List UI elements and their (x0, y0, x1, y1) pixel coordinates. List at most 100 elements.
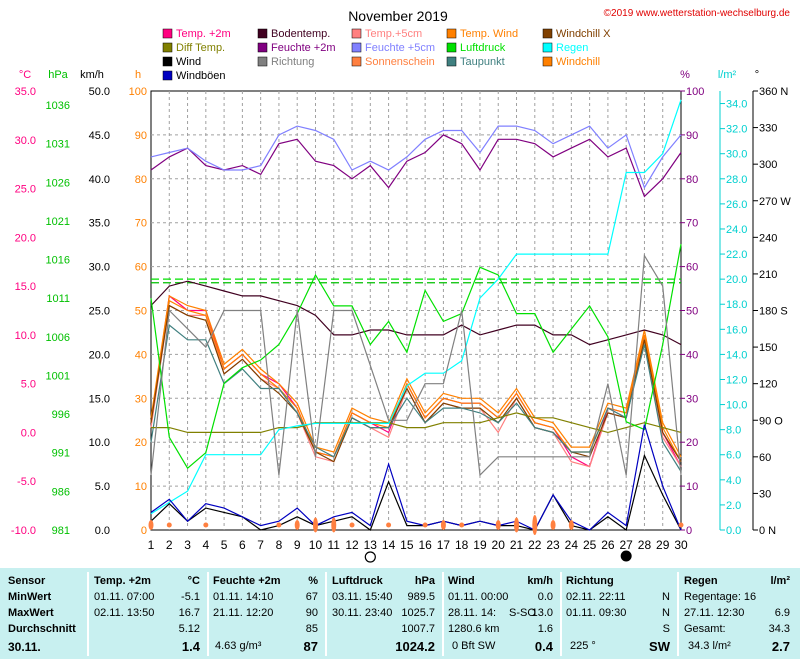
humidity-absolute: 4.63 g/m³ (215, 640, 262, 652)
direction-deg-tick: 210 (759, 269, 777, 281)
direction-current: SW (649, 639, 670, 654)
direction-deg-tick: 240 (759, 232, 777, 244)
rain-lm2-tick: 20.0 (726, 274, 747, 286)
rain-lm2-tick: 12.0 (726, 374, 747, 386)
wind-max-direction: S-SO (509, 607, 536, 619)
temp-c-tick: 15.0 (15, 281, 36, 293)
rain-lm2-tick: 10.0 (726, 400, 747, 412)
direction-deg-tick: 300 (759, 159, 777, 171)
sun-h-tick: 70 (135, 218, 147, 230)
rain-lm2-tick: 0.0 (726, 525, 741, 537)
humidity-pct-tick: 70 (686, 218, 698, 230)
humidity-pct-tick: 40 (686, 349, 698, 361)
legend-label-windb-en: Windböen (176, 70, 226, 82)
row-label-max: MaxWert (8, 607, 54, 619)
series-bodentemp (150, 280, 682, 346)
sunshine-bar (459, 522, 465, 528)
rain-lm2-tick: 4.0 (726, 475, 741, 487)
row-label-avg: Durchschnitt (8, 623, 76, 635)
x-tick-label: 11 (328, 538, 341, 552)
pressure-unit: hPa (414, 575, 435, 587)
legend-label-bodentemp: Bodentemp. (271, 28, 330, 40)
rain-current: 2.7 (771, 639, 790, 654)
row-label-min: MinWert (8, 591, 52, 603)
series-regen (150, 99, 682, 515)
direction-deg-tick: 270 W (759, 196, 791, 208)
direction-max-time: 01.11. 09:30 (566, 607, 627, 619)
x-tick-label: 27 (619, 538, 633, 552)
humidity-pct-tick: 10 (686, 481, 698, 493)
plot-grid (150, 90, 682, 531)
x-tick-label: 28 (638, 538, 652, 552)
humidity-pct-tick: 30 (686, 393, 698, 405)
sunshine-bar (349, 522, 355, 528)
sunshine-bar (166, 522, 172, 528)
legend-swatch-luftdruck (446, 42, 457, 53)
series-feuchte-2m (150, 134, 682, 198)
rain-total-label: Gesamt: (684, 623, 726, 635)
legend-swatch-feuchte-2m (257, 42, 268, 53)
wind-header: Wind (448, 575, 475, 587)
wind-kmh-tick: 15.0 (89, 393, 110, 405)
legend-label-regen: Regen (556, 42, 588, 54)
wind-distance: 1280.6 km (448, 623, 500, 635)
pressure-min-time: 03.11. 15:40 (332, 591, 393, 603)
legend-swatch-temp-wind (446, 28, 457, 39)
direction-deg-unit-label: ° (755, 69, 759, 81)
x-tick-label: 13 (364, 538, 378, 552)
rain-current-total: 34.3 l/m² (688, 640, 731, 652)
sun-h-tick: 50 (135, 306, 147, 318)
legend: Temp. +2m Bodentemp. Temp.+5cm Temp. Wind Wi… (162, 28, 611, 82)
temp-c-tick: 0.0 (21, 427, 36, 439)
temp-max: 16.7 (178, 607, 200, 619)
pressure-hpa-tick: 991 (52, 448, 70, 460)
sunshine-bar (678, 522, 684, 528)
direction-avg: S (662, 623, 670, 635)
legend-swatch-diff-temp (162, 42, 173, 53)
x-tick-label: 23 (546, 538, 560, 552)
rain-lm2-tick: 2.0 (726, 500, 741, 512)
humidity-avg: 85 (305, 623, 318, 635)
x-tick-label: 12 (345, 538, 359, 552)
rain-max-time: 27.11. 12:30 (684, 607, 745, 619)
x-tick-label: 2 (166, 538, 173, 552)
temp-min: -5.1 (181, 591, 200, 603)
sunshine-bar (203, 522, 209, 528)
series-diff-temp (151, 412, 682, 434)
sun-h-tick: 60 (135, 262, 147, 274)
x-tick-label: 14 (382, 538, 396, 552)
x-tick-label: 20 (492, 538, 506, 552)
legend-label-temp-2m: Temp. +2m (176, 28, 231, 40)
sun-h-tick: 90 (135, 130, 147, 142)
rain-lm2-tick: 18.0 (726, 299, 747, 311)
pressure-min: 989.5 (407, 591, 435, 603)
legend-swatch-taupunkt (446, 56, 457, 67)
temp-c-tick: 5.0 (21, 379, 36, 391)
sunshine-bar (440, 520, 446, 530)
rain-lm2-tick: 22.0 (726, 249, 747, 261)
temp-c-tick: 20.0 (15, 232, 36, 244)
rain-lm2-tick: 8.0 (726, 425, 741, 437)
wind-min-time: 01.11. 00:00 (448, 591, 509, 603)
weather-chart: 1 2 3 4 5 6 7 8 9 10 11 12 13 14 15 16 17 18 19 20 21 22 23 24 2… (11, 8, 791, 563)
direction-deg-tick: 330 (759, 123, 777, 135)
x-tick-label: 29 (656, 538, 670, 552)
legend-swatch-windchill (542, 56, 553, 67)
sunshine-bar (495, 520, 501, 530)
humidity-pct-tick: 80 (686, 174, 698, 186)
x-tick-label: 10 (309, 538, 323, 552)
sun-h-tick: 10 (135, 481, 147, 493)
series-feuchte-5cm (150, 125, 682, 190)
legend-swatch-feuchte-5cm (351, 42, 362, 53)
humidity-pct-tick: 60 (686, 262, 698, 274)
x-tick-label: 9 (294, 538, 301, 552)
x-tick-label: 26 (601, 538, 615, 552)
x-tick-label: 25 (583, 538, 597, 552)
row-label-sensor: Sensor (8, 575, 46, 587)
legend-label-taupunkt: Taupunkt (460, 56, 505, 68)
wind-avg: 1.6 (537, 623, 553, 635)
x-tick-label: 24 (565, 538, 579, 552)
humidity-min-time: 01.11. 14:10 (213, 591, 274, 603)
temp-c-tick: 30.0 (15, 135, 36, 147)
rain-max: 6.9 (774, 607, 790, 619)
